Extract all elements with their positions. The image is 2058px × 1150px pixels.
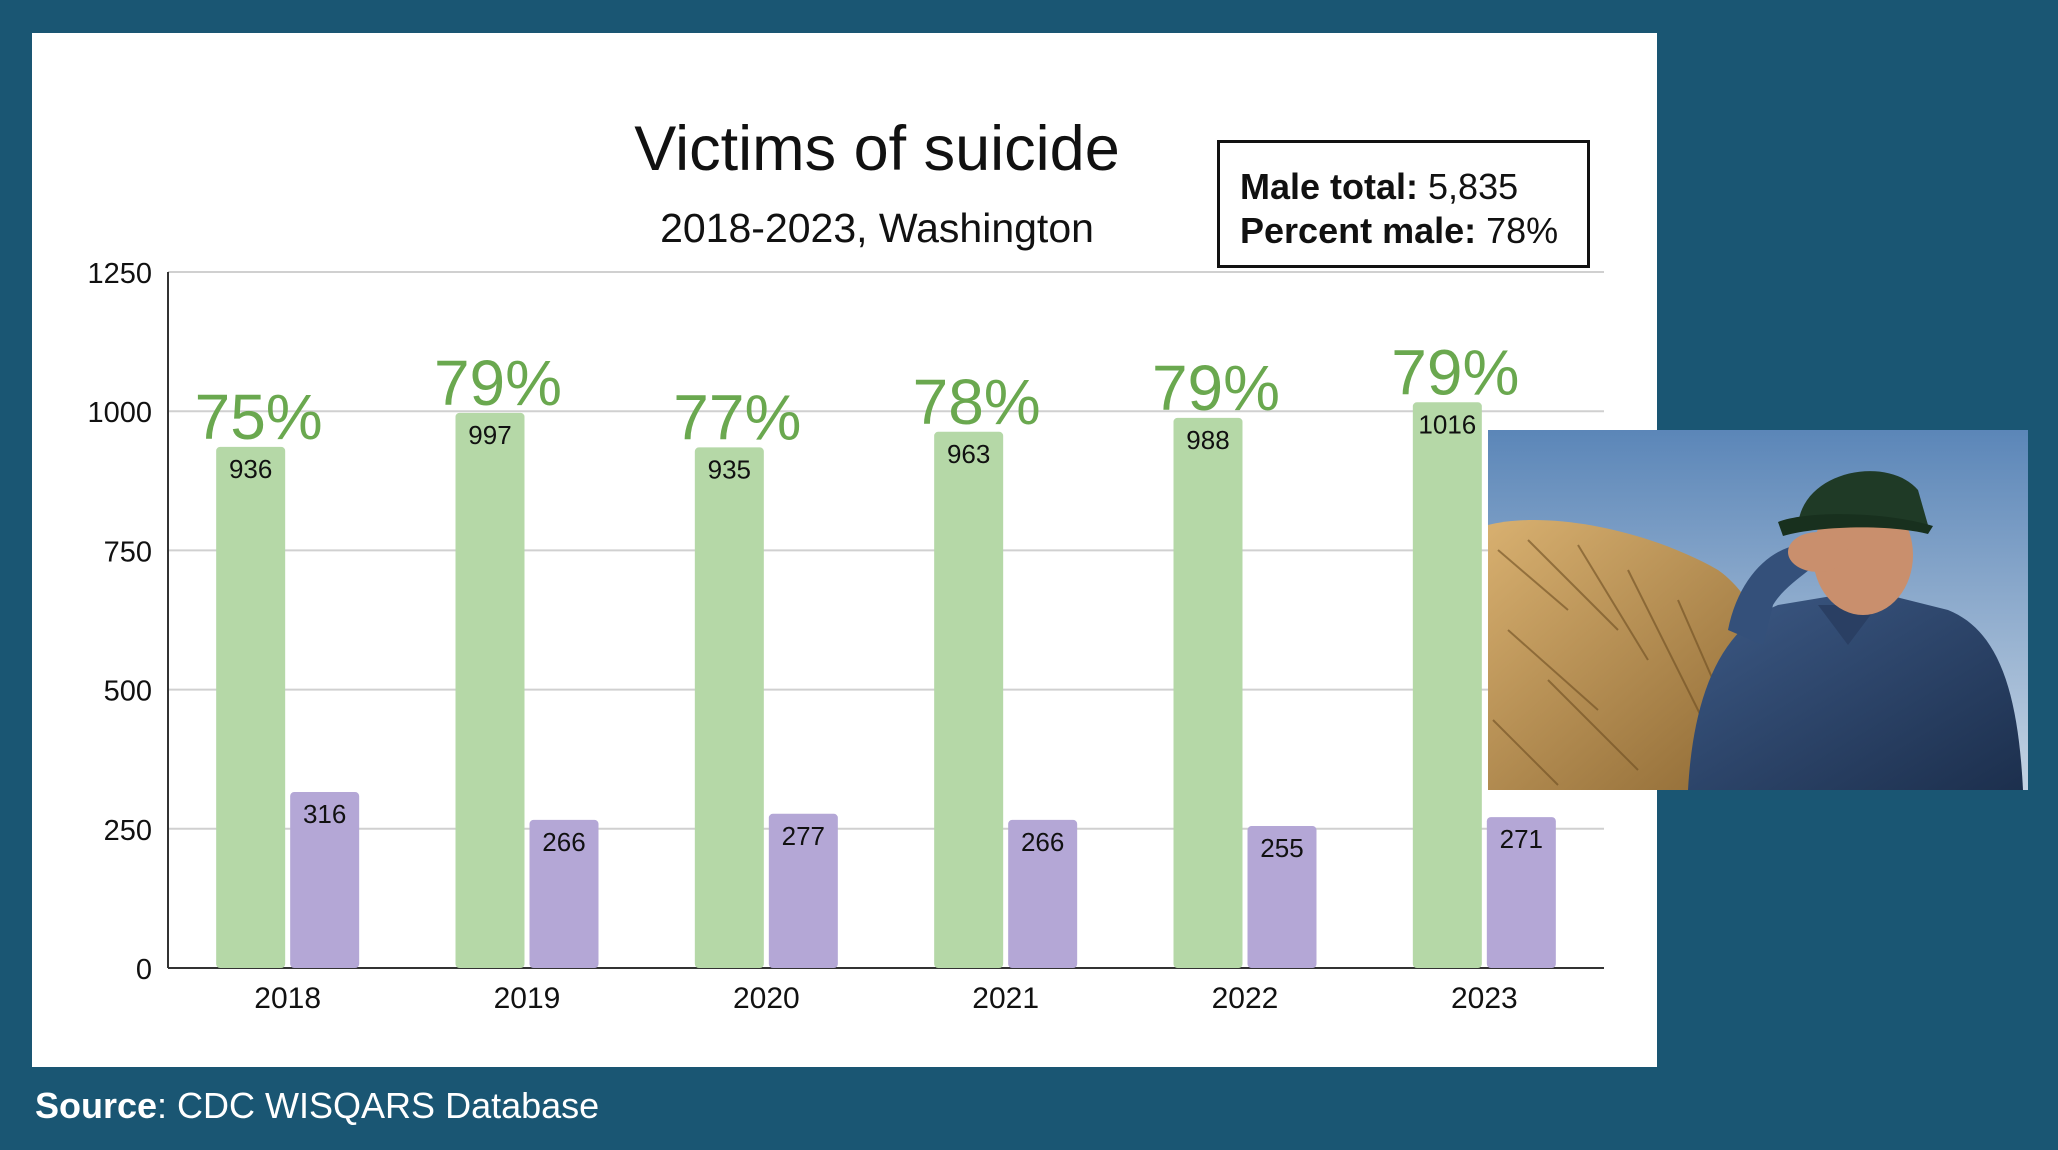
data-label: 271 — [1500, 824, 1543, 854]
bar-chart: 0 250 500 750 1000 1250 936 316 75% 2018 997 266 79%… — [87, 258, 1604, 1015]
bar — [768, 813, 838, 968]
percent-male-label: Percent male: — [1240, 210, 1477, 251]
bar — [934, 431, 1004, 968]
y-tick-label: 1250 — [87, 258, 152, 290]
bar — [1247, 826, 1317, 968]
bar — [1412, 402, 1482, 968]
data-label: 255 — [1260, 833, 1303, 863]
farmer-photo — [1488, 430, 2028, 790]
bar — [1173, 417, 1243, 968]
x-tick-label: 2020 — [733, 982, 800, 1015]
stats-box: Male total: 5,835 Percent male: 78% — [1217, 140, 1590, 268]
male-total-label: Male total: — [1240, 166, 1419, 207]
percent-label: 79% — [1152, 352, 1280, 424]
data-label: 935 — [708, 454, 751, 484]
bar — [455, 412, 525, 969]
percent-label: 75% — [195, 381, 323, 453]
y-tick-label: 750 — [104, 536, 152, 568]
percent-label: 78% — [913, 366, 1041, 438]
data-label: 997 — [468, 420, 511, 450]
data-label: 277 — [782, 821, 825, 851]
bar — [694, 447, 764, 969]
percent-label: 77% — [673, 381, 801, 453]
chart-panel: 0 250 500 750 1000 1250 936 316 75% 2018 997 266 79%… — [32, 33, 1657, 1067]
y-tick-label: 500 — [104, 676, 152, 708]
y-tick-label: 1000 — [87, 397, 152, 429]
data-label: 963 — [947, 439, 990, 469]
male-total-row: Male total: 5,835 — [1240, 165, 1587, 209]
bar — [290, 792, 360, 968]
x-tick-label: 2021 — [972, 982, 1039, 1015]
bar — [529, 819, 599, 968]
male-total-value: 5,835 — [1428, 166, 1519, 207]
x-tick-label: 2018 — [254, 982, 321, 1015]
data-label: 316 — [303, 799, 346, 829]
chart-subtitle: 2018-2023, Washington — [660, 205, 1094, 251]
source-note: Source: CDC WISQARS Database — [35, 1085, 599, 1127]
bar — [216, 446, 286, 968]
bar — [1008, 819, 1078, 968]
data-label: 936 — [229, 454, 272, 484]
percent-label: 79% — [434, 347, 562, 419]
percent-male-value: 78% — [1486, 210, 1559, 251]
x-tick-label: 2023 — [1451, 982, 1518, 1015]
source-label: Source — [35, 1085, 158, 1126]
chart-title: Victims of suicide — [634, 114, 1120, 184]
percent-male-row: Percent male: 78% — [1240, 209, 1587, 253]
y-tick-label: 250 — [104, 815, 152, 847]
data-label: 988 — [1186, 425, 1229, 455]
percent-label: 79% — [1391, 336, 1519, 408]
x-tick-label: 2019 — [494, 982, 561, 1015]
source-text: : CDC WISQARS Database — [157, 1085, 600, 1126]
data-label: 266 — [542, 827, 585, 857]
data-label: 1016 — [1418, 409, 1476, 439]
bar — [1486, 817, 1556, 968]
data-label: 266 — [1021, 827, 1064, 857]
x-tick-label: 2022 — [1212, 982, 1279, 1015]
y-tick-label: 0 — [136, 954, 152, 986]
